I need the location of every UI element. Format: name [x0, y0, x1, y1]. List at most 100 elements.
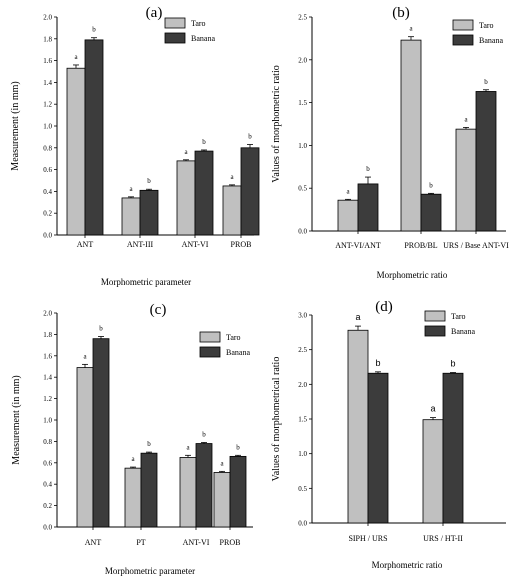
- x-category-label: URS / Base ANT-VI: [443, 241, 509, 250]
- x-category-label: PROB: [231, 240, 252, 249]
- x-axis-title: Morphometric ratio: [372, 560, 443, 570]
- y-tick-label: 1.0: [298, 142, 307, 150]
- bar-taro-4: [222, 185, 242, 236]
- legend-label-taro: Taro: [451, 312, 466, 321]
- legend-swatch-banana: [424, 325, 446, 337]
- bar-banana-4: [229, 455, 247, 528]
- x-category-label: ANT-VI: [183, 538, 210, 547]
- legend-swatch-taro: [452, 19, 474, 31]
- y-tick-label: 0.0: [43, 232, 52, 240]
- chart-panel-3: 0.0 0.2 0.4 0.6 0.8 1.0 1.2 1.4 1.6 1.8 2.0 a b ANT a b…: [11, 302, 253, 576]
- bar-banana-2: [442, 372, 464, 524]
- y-axis-title: Measurement (in mm): [10, 81, 21, 170]
- y-tick-label: 3.0: [298, 312, 307, 320]
- legend-label-taro: Taro: [191, 19, 206, 28]
- bar-banana-2: [140, 452, 158, 528]
- bar-banana-1: [367, 372, 389, 524]
- bar-taro-1: [66, 67, 86, 236]
- legend-label-banana: Banana: [479, 36, 503, 45]
- y-axis-title: Values of morphometrical ratio: [271, 357, 282, 482]
- bar-taro-4: [213, 472, 231, 528]
- significance-letter: b: [92, 26, 96, 34]
- y-tick-label: 0.0: [43, 524, 52, 532]
- bar-taro-1: [76, 367, 94, 528]
- significance-letter: b: [366, 165, 370, 173]
- x-category-label: ANT: [77, 240, 94, 249]
- y-tick-label: 1.5: [298, 99, 307, 107]
- significance-letter: a: [184, 148, 188, 156]
- significance-letter: b: [450, 359, 455, 369]
- panel-label: (a): [146, 5, 163, 21]
- bar-taro-2: [400, 39, 422, 232]
- panel-label: (c): [150, 302, 167, 318]
- x-axis-title: Morphometric parameter: [105, 566, 195, 576]
- y-tick-label: 1.8: [43, 331, 52, 339]
- significance-letter: b: [248, 133, 252, 141]
- y-tick-label: 1.6: [43, 57, 52, 65]
- x-category-label: ANT-VI: [182, 240, 209, 249]
- panel-label: (d): [375, 299, 393, 315]
- bar-banana-1: [92, 338, 110, 528]
- significance-letter: b: [202, 430, 206, 438]
- bar-taro-1: [337, 199, 359, 232]
- y-tick-label: 0.0: [298, 228, 307, 236]
- legend-label-taro: Taro: [479, 21, 494, 30]
- x-category-label: ANT: [85, 538, 102, 547]
- bar-taro-3: [176, 160, 196, 236]
- significance-letter: a: [186, 443, 190, 451]
- x-category-label: URS / HT-II: [423, 534, 463, 543]
- significance-letter: b: [202, 138, 206, 146]
- y-tick-label: 0.6: [43, 459, 52, 467]
- legend-swatch-banana: [164, 32, 186, 44]
- significance-letter: a: [464, 115, 468, 123]
- x-category-label: PROB: [220, 538, 241, 547]
- y-tick-label: 0.5: [298, 485, 307, 493]
- bar-taro-2: [124, 467, 142, 528]
- legend-label-banana: Banana: [451, 327, 475, 336]
- y-tick-label: 2.0: [298, 56, 307, 64]
- significance-letter: a: [355, 312, 360, 322]
- y-tick-label: 1.0: [43, 123, 52, 131]
- bar-banana-2: [139, 189, 159, 236]
- y-tick-label: 0.2: [43, 210, 52, 218]
- significance-letter: b: [147, 177, 151, 185]
- y-tick-label: 1.2: [43, 395, 52, 403]
- significance-letter: a: [74, 53, 78, 61]
- bar-banana-3: [475, 91, 497, 232]
- x-category-label: PT: [136, 538, 145, 547]
- y-tick-label: 1.4: [43, 79, 52, 87]
- x-category-label: ANT-III: [127, 240, 154, 249]
- chart-panel-1: 0.0 0.2 0.4 0.6 0.8 1.0 1.2 1.4 1.6 1.8 2.0 a b ANT a b…: [10, 5, 260, 287]
- y-tick-label: 0.0: [298, 520, 307, 528]
- chart-panel-4: 0.0 0.5 1.0 1.5 2.0 2.5 3.0 a b SIPH / URS a b URS /…: [271, 299, 506, 570]
- significance-letter: a: [230, 173, 234, 181]
- y-tick-label: 2.0: [43, 310, 52, 318]
- bar-taro-2: [121, 197, 141, 236]
- bar-banana-3: [195, 443, 213, 528]
- bar-taro-2: [422, 419, 444, 524]
- legend-swatch-banana: [452, 34, 474, 46]
- y-tick-label: 1.8: [43, 35, 52, 43]
- significance-letter: b: [99, 325, 103, 333]
- significance-letter: b: [236, 443, 240, 451]
- y-tick-label: 1.0: [298, 450, 307, 458]
- y-tick-label: 0.8: [43, 144, 52, 152]
- significance-letter: b: [484, 78, 488, 86]
- y-tick-label: 1.0: [43, 417, 52, 425]
- y-tick-label: 0.8: [43, 438, 52, 446]
- chart-panel-2: 0.0 0.5 1.0 1.5 2.0 2.5 a b ANT-VI/ANT a b PROB/BL a…: [271, 5, 509, 280]
- y-tick-label: 2.5: [298, 14, 307, 22]
- bar-taro-3: [179, 457, 197, 528]
- y-tick-label: 2.5: [298, 346, 307, 354]
- bar-taro-1: [347, 329, 369, 524]
- legend-swatch-banana: [199, 346, 221, 358]
- bar-banana-4: [240, 147, 260, 236]
- x-category-label: ANT-VI/ANT: [335, 241, 381, 250]
- legend-label-taro: Taro: [226, 333, 241, 342]
- significance-letter: a: [83, 352, 87, 360]
- x-axis-title: Morphometric ratio: [377, 270, 448, 280]
- y-tick-label: 1.2: [43, 101, 52, 109]
- significance-letter: a: [129, 185, 133, 193]
- legend-swatch-taro: [424, 310, 446, 322]
